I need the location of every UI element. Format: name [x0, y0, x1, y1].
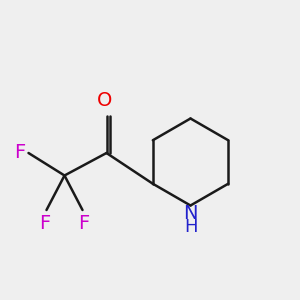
Text: N: N — [183, 204, 198, 223]
Text: O: O — [97, 91, 113, 110]
Text: H: H — [184, 218, 197, 236]
Text: F: F — [14, 143, 25, 163]
Text: F: F — [39, 214, 51, 232]
Text: F: F — [78, 214, 90, 232]
